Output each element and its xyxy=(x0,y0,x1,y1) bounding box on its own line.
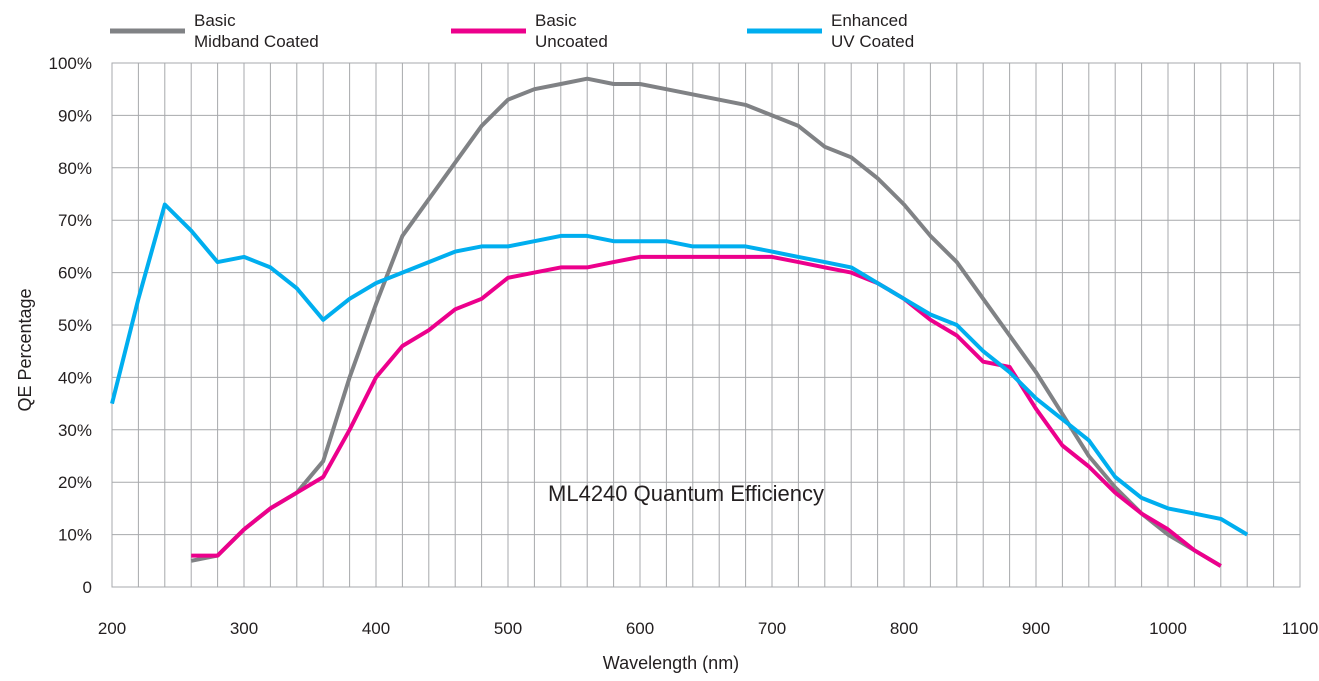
y-tick-label: 70% xyxy=(58,211,92,230)
legend-label-2: Basic Uncoated xyxy=(535,11,608,51)
y-tick-label: 30% xyxy=(58,421,92,440)
y-tick-label: 10% xyxy=(58,526,92,545)
x-tick-label: 500 xyxy=(494,619,522,638)
y-tick-label: 50% xyxy=(58,316,92,335)
series-line-2 xyxy=(191,254,1222,568)
y-tick-label: 20% xyxy=(58,473,92,492)
tick-labels: 200 300 400 500 600 700 800 900 1000 1100 0 10% 20% 3… xyxy=(49,54,1319,638)
legend: Basic Midband Coated Basic Uncoated Enhanced… xyxy=(110,11,914,51)
x-tick-label: 600 xyxy=(626,619,654,638)
series-line-3 xyxy=(110,202,1249,537)
y-tick-label: 100% xyxy=(49,54,92,73)
y-tick-label: 80% xyxy=(58,159,92,178)
y-tick-label: 0 xyxy=(83,578,92,597)
x-tick-label: 400 xyxy=(362,619,390,638)
series-line-1 xyxy=(190,76,1222,568)
grid xyxy=(111,62,1301,588)
x-tick-label: 200 xyxy=(98,619,126,638)
chart-annotation: ML4240 Quantum Efficiency xyxy=(548,481,824,506)
x-tick-label: 300 xyxy=(230,619,258,638)
series-lines xyxy=(110,76,1249,568)
x-tick-label: 900 xyxy=(1022,619,1050,638)
legend-label-3: Enhanced UV Coated xyxy=(831,11,914,51)
y-axis-title: QE Percentage xyxy=(15,288,35,411)
x-axis-title: Wavelength (nm) xyxy=(603,653,739,673)
y-tick-label: 90% xyxy=(58,106,92,125)
y-tick-label: 60% xyxy=(58,264,92,283)
x-tick-label: 1100 xyxy=(1282,619,1319,638)
legend-label-1: Basic Midband Coated xyxy=(194,11,319,51)
y-tick-label: 40% xyxy=(58,368,92,387)
x-tick-label: 800 xyxy=(890,619,918,638)
x-tick-label: 700 xyxy=(758,619,786,638)
x-tick-label: 1000 xyxy=(1149,619,1187,638)
